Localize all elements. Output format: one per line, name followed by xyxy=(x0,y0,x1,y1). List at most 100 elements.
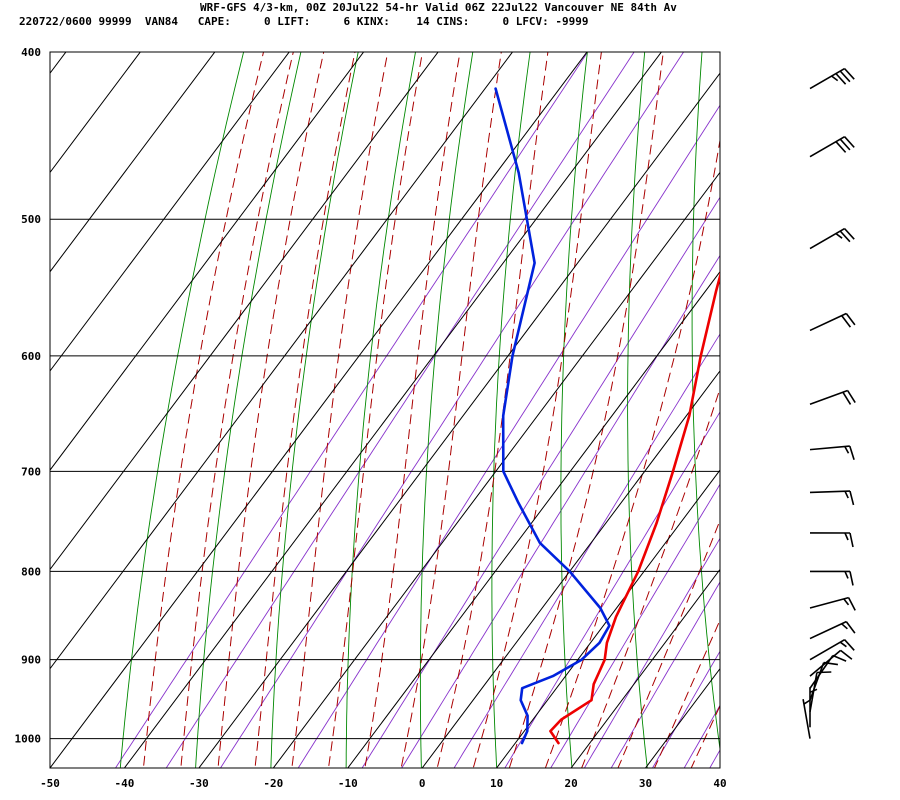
plot-frame xyxy=(49,51,721,769)
dry-adiabat-line xyxy=(627,52,648,768)
moist-adiabat-line xyxy=(544,137,720,768)
wind-barb xyxy=(809,596,856,611)
barb-staff xyxy=(809,662,825,701)
isotherm-line xyxy=(50,52,514,670)
y-tick-label: 1000 xyxy=(15,733,42,746)
isotherm-line xyxy=(50,52,290,372)
barb-feather xyxy=(847,597,856,611)
wind-barb xyxy=(809,490,855,506)
mixing-ratio-line xyxy=(610,581,720,768)
moist-adiabat-line xyxy=(364,52,461,768)
barb-feather xyxy=(842,391,852,405)
x-tick-label: -30 xyxy=(189,777,209,790)
barb-feather xyxy=(841,623,848,630)
barb-feather xyxy=(803,699,811,705)
isotherm-line xyxy=(50,52,67,75)
chart-title: WRF-GFS 4/3-km, 00Z 20Jul22 54-hr Valid … xyxy=(200,1,677,14)
wind-barb xyxy=(809,67,855,90)
isotherm-line xyxy=(50,52,216,273)
barb-feather xyxy=(823,661,839,666)
moist-adiabat-line xyxy=(708,0,900,800)
isotherm-line xyxy=(50,52,439,571)
mixing-ratio-line xyxy=(583,537,720,768)
mixing-ratio-line xyxy=(550,483,720,768)
barb-feather xyxy=(839,70,851,83)
x-tick-label: -50 xyxy=(40,777,60,790)
isotherm-line xyxy=(198,72,720,768)
x-tick-label: 20 xyxy=(564,777,577,790)
sounding-traces xyxy=(494,87,720,745)
wind-barb xyxy=(809,620,856,640)
wind-barb xyxy=(809,570,854,586)
moist-adiabat-line xyxy=(436,52,549,768)
y-tick-label: 700 xyxy=(21,465,41,478)
y-tick-label: 400 xyxy=(21,46,41,59)
moist-adiabat-line xyxy=(617,519,720,768)
y-tick-label: 900 xyxy=(21,654,41,667)
barb-feather xyxy=(844,532,849,541)
barb-feather xyxy=(849,532,854,548)
pressure-tick-labels: 400 500 600 700 800 900 1000 xyxy=(15,46,42,746)
barb-feather xyxy=(844,490,849,499)
barb-feather xyxy=(841,315,852,328)
wind-barb xyxy=(809,671,832,713)
barb-feather xyxy=(844,446,850,454)
barb-feather xyxy=(844,68,855,80)
mixing-ratio-line xyxy=(683,704,720,768)
barb-staff xyxy=(809,620,847,640)
isotherm-line xyxy=(50,52,141,174)
mixing-ratio-line xyxy=(219,52,685,768)
wind-barb xyxy=(809,639,855,661)
mixing-ratio-line xyxy=(709,749,720,768)
isotherm-line xyxy=(347,270,720,768)
barb-feather xyxy=(832,654,847,662)
dry-adiabat-line xyxy=(419,52,474,768)
stability-indices: 220722/0600 99999 VAN84 CAPE: 0 LIFT: 6 … xyxy=(19,15,589,28)
barb-feather xyxy=(831,75,839,82)
barb-feather xyxy=(835,232,843,239)
dry-adiabat-line xyxy=(345,52,416,768)
barb-feather xyxy=(849,445,855,461)
mixing-ratio-line xyxy=(453,333,720,768)
moist-adiabat-line xyxy=(180,52,294,768)
dry-adiabat-line xyxy=(195,52,302,768)
barb-staff xyxy=(809,490,851,494)
temperature-trace xyxy=(549,271,720,745)
moist-adiabat-line xyxy=(291,52,389,768)
moist-adiabat-line xyxy=(581,387,720,768)
moist-adiabat-line xyxy=(254,52,356,768)
barb-feather xyxy=(835,141,847,153)
x-tick-label: -10 xyxy=(338,777,358,790)
barb-staff xyxy=(809,136,846,158)
x-tick-label: 40 xyxy=(713,777,726,790)
barb-feather xyxy=(809,688,818,694)
barb-staff xyxy=(802,699,811,739)
barb-feather xyxy=(844,228,855,240)
moist-adiabat-line xyxy=(653,618,720,768)
isotherm-line xyxy=(644,667,720,768)
dewpoint-trace xyxy=(494,87,611,745)
barb-feather xyxy=(844,639,855,651)
moist-adiabat-line xyxy=(142,52,265,768)
wind-barb xyxy=(809,445,855,461)
barb-staff xyxy=(809,389,848,405)
barb-feather xyxy=(839,138,851,151)
moist-adiabat-line xyxy=(472,52,602,768)
isotherm-line xyxy=(570,568,720,768)
barb-feather xyxy=(849,490,855,506)
isotherm-line xyxy=(495,469,720,768)
wind-barb xyxy=(809,312,856,332)
dry-adiabat-line xyxy=(755,0,806,800)
moist-adiabat-line xyxy=(400,52,502,768)
dry-adiabat-line xyxy=(270,52,359,768)
barb-feather xyxy=(846,390,856,404)
barb-feather xyxy=(845,313,856,326)
barb-staff xyxy=(809,672,818,713)
y-tick-label: 600 xyxy=(21,350,41,363)
x-tick-label: -20 xyxy=(263,777,283,790)
isotherm-line xyxy=(123,52,663,768)
moist-adiabat-line xyxy=(327,52,424,768)
wind-barb xyxy=(809,661,839,701)
mixing-ratio-line xyxy=(114,52,589,768)
